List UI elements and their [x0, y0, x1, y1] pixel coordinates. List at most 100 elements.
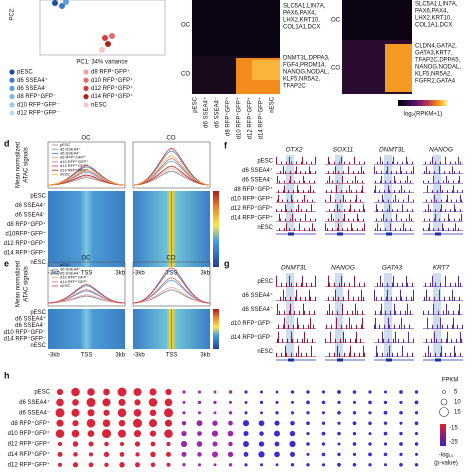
exon	[288, 358, 294, 362]
profile-frame	[132, 261, 211, 307]
signal-track	[374, 275, 414, 287]
row-label: d12 RFP⁺GFP⁺	[4, 240, 46, 247]
gene-list: COL1A1,DCX	[283, 25, 320, 31]
dot	[87, 430, 95, 437]
legend-marker	[83, 69, 89, 75]
legend-marker	[9, 110, 15, 116]
pca-point	[99, 47, 105, 53]
panel-letter: d	[4, 138, 10, 148]
signal-track	[276, 345, 316, 357]
pca-point	[109, 33, 115, 39]
signal-track	[325, 317, 365, 329]
dot	[88, 452, 94, 457]
x-tick-label: -3kb	[133, 271, 145, 277]
dot	[368, 411, 372, 415]
dot	[181, 430, 187, 437]
legend-label: d6 SSEA4⁺	[60, 266, 81, 271]
legend-label: d6 SSEA4⁺	[60, 146, 81, 151]
row-label: d6 SSEA4⁺	[242, 292, 273, 299]
atac-heatmap	[48, 191, 125, 267]
dot	[102, 429, 111, 439]
axis-label: ATAC signals	[24, 147, 30, 182]
dot	[383, 421, 388, 425]
dot	[291, 400, 294, 404]
dot	[399, 411, 403, 415]
legend-label: pESC	[60, 142, 71, 147]
dot	[150, 451, 156, 458]
row-label: d6 SSEA4⁻	[15, 323, 46, 329]
signal-track	[374, 331, 414, 343]
profile-frame	[132, 141, 211, 189]
signal-track	[423, 194, 463, 203]
dot	[258, 451, 265, 458]
row-label: d6 SSEA4⁻	[242, 177, 273, 183]
dot	[86, 418, 96, 428]
dot	[182, 463, 186, 467]
dot	[182, 390, 186, 394]
legend-label: 10	[454, 400, 461, 406]
pca-point	[105, 41, 111, 47]
signal-track	[325, 331, 365, 343]
signal-track	[276, 317, 316, 329]
legend-marker	[9, 102, 15, 108]
column-label: d14 RFP⁺GFP⁺	[258, 97, 265, 139]
dot	[399, 400, 403, 404]
dot	[134, 462, 141, 468]
heatmap-oc	[192, 0, 280, 56]
signal-track	[325, 213, 365, 222]
signal-track	[325, 204, 365, 212]
dot	[87, 409, 95, 417]
dot	[88, 462, 94, 468]
legend-marker	[83, 94, 89, 100]
profile-line	[47, 294, 126, 304]
row-label: d6 SSEA4⁺	[15, 316, 46, 323]
legend-label: d6 SSEA4⁻	[17, 86, 48, 92]
dot	[134, 399, 141, 406]
dot	[228, 463, 233, 467]
gene-list: KLF5,NR5A2,	[415, 72, 452, 78]
pca-frame	[39, 0, 166, 56]
exon	[435, 358, 441, 362]
signal-track	[325, 289, 365, 301]
legend-marker	[83, 85, 89, 91]
column-label: pESC	[193, 96, 199, 112]
dot	[213, 463, 217, 467]
dot	[71, 387, 80, 397]
gene-label: NANOG	[429, 147, 453, 154]
gene-list: CLDN4,GATA2,	[415, 44, 457, 50]
signal-track	[423, 213, 463, 222]
legend-label: d14 RFP⁺GFP⁺	[91, 93, 133, 100]
legend-label: d14 RFP⁺GFP⁺	[60, 167, 88, 172]
legend-label: d8 RFP⁺GFP⁺	[91, 69, 130, 76]
row-label: d8 RFP⁺GFP⁺	[234, 186, 273, 193]
colorbar	[398, 100, 448, 106]
heatmap-right-hot	[385, 44, 412, 92]
signal-track	[276, 194, 316, 203]
dot	[337, 400, 341, 405]
row-label: nESC	[257, 225, 273, 231]
row-label: nESC	[257, 349, 273, 355]
row-label: d6 SSEA4⁺	[19, 399, 50, 406]
dot	[117, 429, 127, 438]
exon	[337, 358, 343, 362]
dot	[164, 398, 173, 407]
column-label: d6 SSEA4⁻	[215, 97, 221, 128]
dot	[321, 411, 326, 415]
gene-label: DNMT3L	[379, 147, 405, 154]
profile-line	[132, 287, 211, 304]
dot	[72, 399, 79, 406]
gene-list: NANOG,NODAL,	[283, 70, 329, 76]
profile-line	[132, 277, 211, 304]
profile-line	[47, 174, 126, 186]
dot	[337, 410, 341, 415]
axis-label: ATAC signals	[24, 266, 30, 301]
group-title: CO	[167, 136, 176, 142]
legend-marker	[9, 69, 15, 75]
x-tick-label: TSS	[166, 353, 178, 359]
dot	[258, 441, 265, 447]
signal-track	[423, 331, 463, 343]
legend-label: d8 RFP⁺GFP⁻	[17, 93, 56, 100]
dot	[275, 463, 279, 467]
x-tick-label: -3kb	[133, 353, 145, 359]
dot	[399, 462, 403, 467]
